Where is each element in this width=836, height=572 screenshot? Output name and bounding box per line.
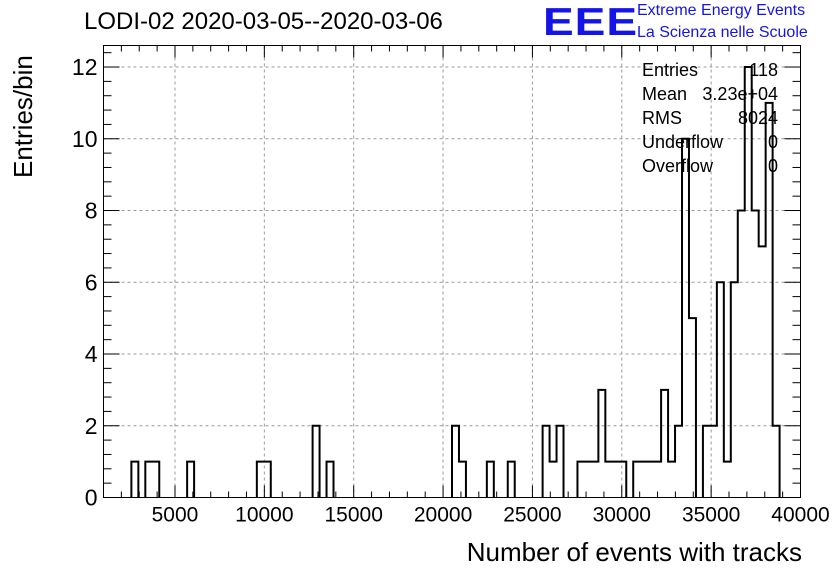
stat-mean-label: Mean (642, 84, 688, 104)
x-tick-label: 35000 (682, 504, 740, 527)
histogram-bin (773, 426, 780, 498)
histogram-bin (675, 426, 682, 498)
histogram-bin (661, 390, 668, 498)
histogram-bin (598, 390, 605, 498)
stat-rms: RMS 8024 (642, 106, 778, 130)
stat-rms-value: 8024 (737, 108, 778, 128)
eee-logo: EEE (543, 0, 639, 44)
y-axis-label: Entries/bin (8, 55, 38, 178)
stat-underflow-value: 0 (767, 132, 778, 152)
stat-mean: Mean 3.23e+04 (642, 82, 778, 106)
stat-mean-value: 3.23e+04 (702, 84, 778, 104)
histogram-bin (543, 426, 550, 498)
histogram-bin (459, 462, 466, 498)
stat-overflow: Overflow 0 (642, 154, 778, 178)
histogram-bin (689, 318, 696, 497)
x-tick-label: 30000 (593, 504, 651, 527)
histogram-bin (703, 426, 710, 498)
histogram-bin (508, 462, 515, 498)
stats-box: Entries 118 Mean 3.23e+04 RMS 8024 Under… (642, 58, 778, 178)
y-tick-label: 2 (85, 413, 98, 439)
histogram-bin (633, 462, 640, 498)
histogram-bin (557, 426, 564, 498)
x-tick-label: 15000 (325, 504, 383, 527)
histogram-bin (577, 462, 584, 498)
stat-entries-value: 118 (749, 60, 778, 80)
y-tick-label: 10 (72, 126, 98, 152)
histogram-bin (145, 462, 152, 498)
histogram-bin (668, 462, 675, 498)
chart-title: LODI-02 2020-03-05--2020-03-06 (84, 8, 443, 35)
histogram-bin (759, 246, 766, 497)
y-tick-label: 6 (85, 269, 98, 295)
x-tick-label: 5000 (152, 504, 199, 527)
y-tick-label: 4 (85, 341, 98, 367)
histogram-bin (612, 462, 619, 498)
x-tick-label: 25000 (503, 504, 561, 527)
stat-overflow-value: 0 (767, 156, 778, 176)
histogram-bin (640, 462, 647, 498)
x-tick-label: 20000 (414, 504, 472, 527)
stat-underflow: Underflow 0 (642, 130, 778, 154)
histogram-bin (717, 282, 724, 497)
histogram-bin (131, 462, 138, 498)
histogram-bin (591, 462, 598, 498)
y-tick-label: 12 (72, 54, 98, 80)
histogram-bin (257, 462, 264, 498)
y-tick-label: 8 (85, 198, 98, 224)
stat-underflow-label: Underflow (642, 132, 724, 152)
logo-line-1: Extreme Energy Events (637, 2, 806, 19)
histogram-bin (452, 426, 459, 498)
x-axis-label: Number of events with tracks (466, 537, 802, 567)
stat-entries-label: Entries (642, 60, 699, 80)
stat-entries: Entries 118 (642, 58, 778, 82)
histogram-bin (605, 462, 612, 498)
histogram-bin (724, 462, 731, 498)
stat-rms-label: RMS (642, 108, 682, 128)
y-tick-label: 0 (85, 485, 98, 511)
x-tick-label: 10000 (235, 504, 293, 527)
histogram-bin (619, 462, 626, 498)
histogram-bin (327, 462, 334, 498)
x-tick-label: 40000 (771, 504, 829, 527)
histogram-bin (731, 282, 738, 497)
histogram-bin (584, 462, 591, 498)
histogram-outline (130, 66, 781, 498)
histogram-bin (487, 462, 494, 498)
histogram-bin (152, 462, 159, 498)
histogram-bin (647, 462, 654, 498)
histogram-bin (682, 139, 689, 498)
histogram-bin (264, 462, 271, 498)
histogram-bin (313, 426, 320, 498)
logo-line-2: La Scienza nelle Scuole (637, 24, 808, 41)
stat-overflow-label: Overflow (642, 156, 714, 176)
